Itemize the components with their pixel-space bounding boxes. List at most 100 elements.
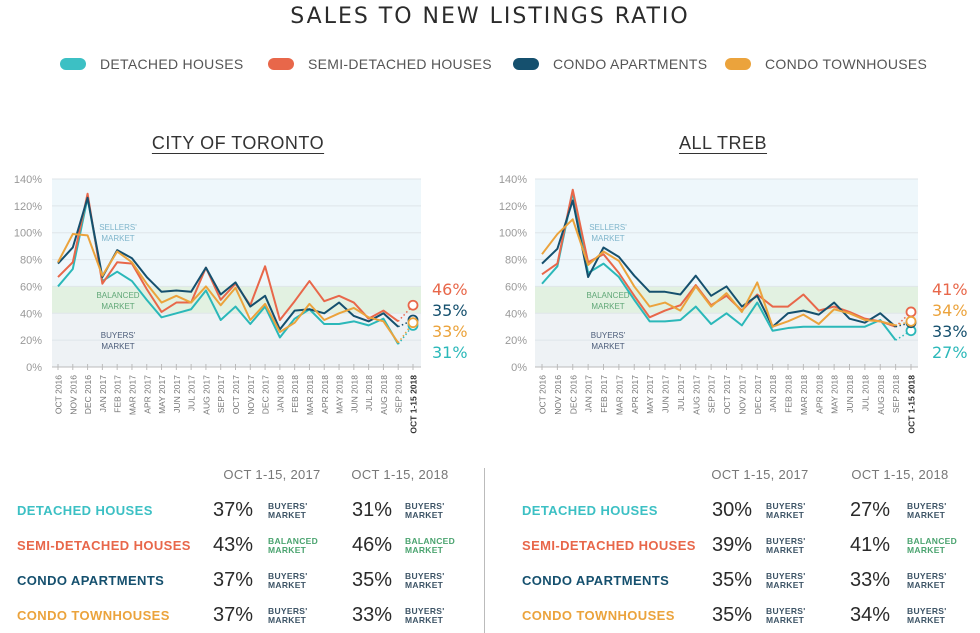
value-2017: 37%: [213, 499, 254, 521]
x-tick-label: OCT 2017: [231, 375, 241, 414]
market-status-2018: BUYERS' MARKET: [907, 606, 947, 625]
value-2017: 43%: [213, 534, 254, 556]
y-tick-label: 100%: [499, 228, 527, 240]
end-value-label: 31%: [432, 343, 468, 362]
legend-item-detached: DETACHED HOUSES: [60, 56, 243, 72]
x-tick-label: JUL 2017: [187, 375, 197, 411]
x-tick-label: JUN 2017: [661, 375, 671, 413]
market-status-2017: BUYERS' MARKET: [766, 501, 806, 520]
x-tick-label: AUG 2018: [876, 375, 886, 415]
value-2018: 33%: [850, 569, 891, 591]
balanced-market-label: BALANCED: [586, 291, 629, 300]
x-tick-label: FEB 2017: [599, 375, 609, 413]
series-line: [57, 196, 400, 345]
x-tick-label: SEP 2017: [216, 375, 226, 413]
sellers-market-label: SELLERS': [99, 223, 137, 232]
x-tick-label: OCT 1-15 2018: [907, 375, 917, 434]
x-tick-label: AUG 2017: [201, 375, 211, 415]
x-tick-label: AUG 2017: [691, 375, 701, 415]
row-label: DETACHED HOUSES: [522, 503, 658, 518]
end-value-label: 46%: [432, 280, 468, 299]
value-2017: 37%: [213, 604, 254, 626]
market-status-2017: BUYERS' MARKET: [268, 606, 308, 625]
x-tick-label: SEP 2018: [394, 375, 404, 413]
x-tick-label: MAY 2018: [830, 375, 840, 414]
column-header: OCT 1-15, 2017: [711, 467, 809, 482]
value-2018: 41%: [850, 534, 891, 556]
value-2017: 35%: [712, 604, 753, 626]
balanced-market-label: BALANCED: [96, 291, 139, 300]
value-2018: 27%: [850, 499, 891, 521]
x-tick-label: APR 2018: [320, 375, 330, 414]
x-tick-label: DEC 2017: [261, 375, 271, 414]
x-tick-label: OCT 1-15 2018: [409, 375, 419, 434]
table-divider: [484, 468, 485, 633]
legend-label: CONDO TOWNHOUSES: [765, 56, 928, 72]
x-tick-label: NOV 2016: [553, 375, 563, 415]
x-tick-label: MAY 2017: [157, 375, 167, 414]
charts-svg: 0% 20% 40% 60% 80% 100% 120% 140% SELLERS' MARKET…: [14, 174, 968, 434]
y-tick-label: 120%: [499, 201, 527, 213]
series-line: [541, 191, 897, 341]
x-tick-label: MAY 2018: [335, 375, 345, 414]
y-tick-label: 80%: [20, 255, 42, 267]
row-label: CONDO APARTMENTS: [522, 573, 670, 588]
balanced-market-label: MARKET: [591, 302, 624, 311]
x-tick-label: OCT 2016: [538, 375, 548, 414]
legend-item-condo-apartments: CONDO APARTMENTS: [513, 56, 707, 72]
legend-label: SEMI-DETACHED HOUSES: [308, 56, 492, 72]
market-status-2017: BALANCED MARKET: [268, 536, 319, 555]
end-value-label: 33%: [932, 322, 968, 341]
x-tick-label: DEC 2016: [568, 375, 578, 414]
latest-value-marker: [905, 306, 917, 318]
value-2017: 35%: [712, 569, 753, 591]
value-2017: 39%: [712, 534, 753, 556]
market-status-2018: BUYERS' MARKET: [405, 501, 445, 520]
market-status-2018: BALANCED MARKET: [405, 536, 456, 555]
y-tick-label: 100%: [14, 228, 42, 240]
end-value-label: 35%: [432, 301, 468, 320]
legend-swatch: [268, 58, 294, 70]
x-tick-label: MAY 2017: [645, 375, 655, 414]
series-line: [57, 192, 399, 323]
x-tick-label: JUN 2017: [172, 375, 182, 413]
column-header: OCT 1-15, 2017: [223, 467, 321, 482]
end-value-label: 34%: [932, 301, 968, 320]
page-title: SALES TO NEW LISTINGS RATIO: [290, 4, 690, 29]
value-2018: 34%: [850, 604, 891, 626]
projection-dotted-line: [397, 319, 414, 328]
market-status-2017: BUYERS' MARKET: [268, 501, 308, 520]
x-tick-label: DEC 2016: [83, 375, 93, 414]
x-tick-label: APR 2018: [814, 375, 824, 414]
x-tick-label: JAN 2017: [584, 375, 594, 413]
x-tick-label: MAR 2017: [127, 375, 137, 415]
y-tick-label: 40%: [505, 308, 527, 320]
buyers-market-label: MARKET: [101, 342, 134, 351]
row-label: DETACHED HOUSES: [17, 503, 153, 518]
y-tick-label: 0%: [26, 362, 42, 374]
latest-value-marker: [407, 317, 419, 329]
end-value-label: 41%: [932, 280, 968, 299]
market-status-2017: BUYERS' MARKET: [766, 606, 806, 625]
balanced-market-label: MARKET: [101, 302, 134, 311]
x-tick-label: APR 2017: [630, 375, 640, 414]
x-tick-label: NOV 2017: [737, 375, 747, 415]
balanced-zone: [535, 286, 918, 314]
legend-label: DETACHED HOUSES: [100, 56, 244, 72]
market-status-2017: BUYERS' MARKET: [268, 571, 308, 590]
x-tick-label: NOV 2017: [246, 375, 256, 415]
legend-item-semi: SEMI-DETACHED HOUSES: [268, 56, 492, 72]
x-tick-label: AUG 2018: [379, 375, 389, 415]
legend-swatch: [513, 58, 539, 70]
x-tick-label: MAR 2018: [305, 375, 315, 415]
y-tick-label: 20%: [20, 335, 42, 347]
x-tick-label: SEP 2018: [891, 375, 901, 413]
x-tick-label: SEP 2017: [707, 375, 717, 413]
x-tick-label: MAR 2017: [614, 375, 624, 415]
value-2018: 46%: [352, 534, 393, 556]
column-header: OCT 1-15, 2018: [351, 467, 449, 482]
row-label: SEMI-DETACHED HOUSES: [522, 538, 696, 553]
x-tick-label: FEB 2018: [290, 375, 300, 413]
y-tick-label: 60%: [20, 281, 42, 293]
buyers-market-label: MARKET: [591, 342, 624, 351]
